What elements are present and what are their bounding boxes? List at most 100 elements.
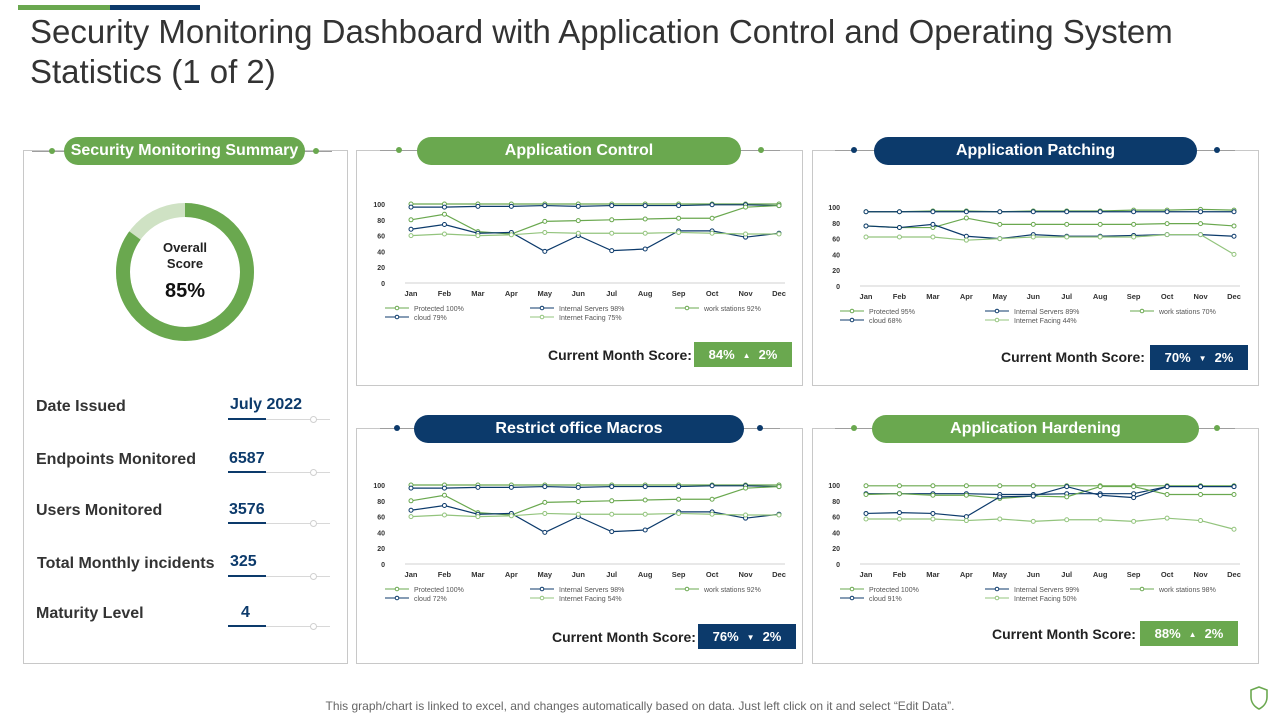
data-point (1231, 491, 1237, 497)
data-point (609, 529, 615, 535)
series-line (865, 217, 1235, 229)
overall-score-value: 85% (164, 280, 206, 302)
application-control-bullet-left (396, 147, 402, 153)
data-point (642, 230, 648, 236)
x-tick-label: Jul (1061, 570, 1072, 579)
data-point (963, 233, 969, 239)
data-point (997, 221, 1003, 227)
x-tick-label: Jul (1061, 292, 1072, 301)
y-tick-label: 100 (373, 483, 385, 490)
data-point (575, 511, 581, 517)
x-tick-label: May (538, 570, 553, 579)
score-value: 88% (1154, 626, 1181, 641)
legend-marker (394, 595, 400, 601)
data-point (1097, 209, 1103, 215)
legend-label: work stations 92% (703, 587, 761, 594)
data-point (930, 221, 936, 227)
x-tick-label: Jan (860, 292, 873, 301)
x-tick-label: Oct (1161, 292, 1174, 301)
data-point (609, 217, 615, 223)
y-tick-label: 100 (828, 205, 840, 212)
y-tick-label: 40 (832, 252, 840, 259)
series-line (410, 485, 780, 516)
x-tick-label: Sep (672, 570, 686, 579)
x-tick-label: Jul (606, 570, 617, 579)
data-point (408, 204, 414, 210)
stat-underline-users (228, 522, 266, 524)
overall-score-donut (116, 203, 254, 341)
data-point (1164, 232, 1170, 238)
stat-knob-endpoints (310, 469, 317, 476)
y-tick-label: 0 (381, 281, 385, 288)
stat-underline-date-issued (228, 418, 266, 420)
data-point (1231, 526, 1237, 532)
data-point (575, 218, 581, 224)
data-point (1030, 209, 1036, 215)
data-point (441, 503, 447, 509)
series-line (410, 223, 780, 253)
data-point (1064, 221, 1070, 227)
data-point (676, 510, 682, 516)
y-tick-label: 60 (377, 515, 385, 522)
data-point (963, 209, 969, 215)
data-point (508, 232, 514, 238)
x-tick-label: Feb (893, 570, 907, 579)
x-tick-label: Feb (438, 570, 452, 579)
data-point (542, 248, 548, 254)
stat-knob-date-issued (310, 416, 317, 423)
data-point (1131, 518, 1137, 524)
data-point (1164, 209, 1170, 215)
legend-marker (994, 317, 1000, 323)
y-tick-label: 0 (836, 562, 840, 569)
legend-marker (684, 305, 690, 311)
data-point (1231, 209, 1237, 215)
stat-label-maturity: Maturity Level (36, 605, 144, 622)
x-tick-label: Mar (471, 289, 484, 298)
x-tick-label: Apr (505, 289, 518, 298)
y-tick-label: 20 (377, 546, 385, 553)
score-value: 84% (708, 347, 735, 362)
data-point (676, 215, 682, 221)
y-tick-label: 80 (377, 218, 385, 225)
data-point (1030, 234, 1036, 240)
legend-label: work stations 92% (703, 306, 761, 313)
data-point (508, 513, 514, 519)
legend-marker (994, 308, 1000, 314)
y-tick-label: 100 (373, 202, 385, 209)
data-point (776, 484, 782, 490)
data-point (441, 485, 447, 491)
data-point (863, 234, 869, 240)
data-point (1231, 233, 1237, 239)
data-point (863, 223, 869, 229)
series-line (866, 517, 1235, 530)
x-tick-label: Feb (438, 289, 452, 298)
score-change: 2% (762, 629, 782, 644)
legend-marker (394, 314, 400, 320)
data-point (963, 518, 969, 524)
application-hardening-bullet-left (851, 425, 857, 431)
summary-header-bullet-right (313, 148, 319, 154)
data-point (408, 485, 414, 491)
data-point (963, 237, 969, 243)
x-tick-label: Nov (1193, 292, 1208, 301)
data-point (896, 491, 902, 497)
top-accent-green (18, 5, 110, 10)
stat-knob-users (310, 520, 317, 527)
data-point (408, 217, 414, 223)
legend-label: work stations 70% (1158, 309, 1216, 316)
data-point (542, 510, 548, 516)
data-point (676, 229, 682, 235)
legend-label: cloud 79% (414, 315, 447, 322)
stat-underline-maturity (228, 625, 266, 627)
application-patching-header: Application Patching (874, 137, 1197, 165)
application-patching-bullet-right (1214, 147, 1220, 153)
data-point (1198, 209, 1204, 215)
data-point (930, 483, 936, 489)
x-tick-label: Mar (926, 570, 939, 579)
stat-value-maturity: 4 (241, 604, 250, 621)
application-control-header: Application Control (417, 137, 741, 165)
series-line (410, 204, 780, 235)
data-point (1097, 484, 1103, 490)
data-point (896, 510, 902, 516)
y-tick-label: 60 (832, 515, 840, 522)
